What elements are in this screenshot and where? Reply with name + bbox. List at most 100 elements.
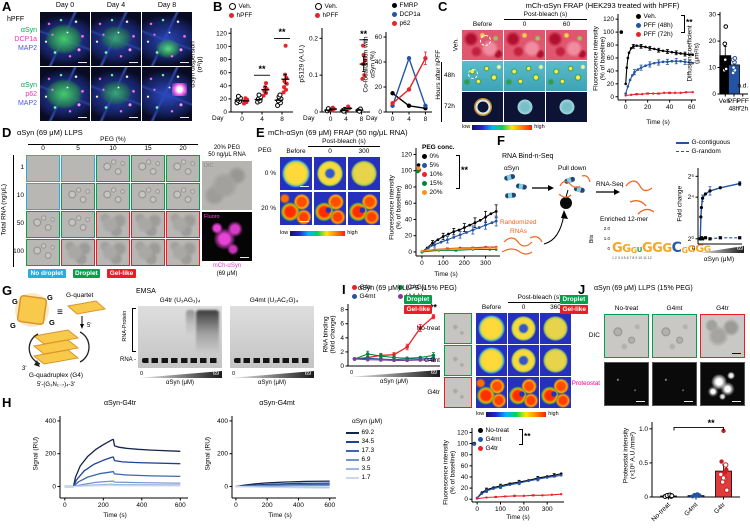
spr-g4tr-title: αSyn-G4tr (103, 400, 137, 407)
sig-bracket (519, 429, 523, 445)
col-no-treat: No-treat (614, 305, 639, 312)
svg-text:400: 400 (217, 418, 228, 425)
peg-0: 0 (41, 145, 45, 152)
panel-e-title: mCh-αSyn (69 μM) FRAP (50 ng/μL RNA) (268, 128, 408, 137)
right-cond-2: 50 ng/μL RNA (208, 152, 246, 158)
g-quadruplex-diagram: G G G G ≡ G-quartet 5' 3' (10, 292, 107, 372)
scale-bar (240, 256, 249, 258)
diffusion-ylabel: Diffusion coefficient (μm²/s) (686, 25, 701, 82)
day4-header: Day 4 (106, 2, 126, 9)
frap-no-treat-0s (508, 313, 539, 344)
scale-bar (300, 185, 309, 187)
svg-text:2: 2 (340, 349, 344, 356)
colorbar-high: high (548, 411, 559, 417)
peg-15: 15 (144, 145, 152, 152)
panel-j-title: αSyn (69 μM) LLPS (15% PEG) (594, 285, 693, 292)
spr-legend-title: αSyn (μM) (352, 418, 383, 425)
frap-g4mt-0s (508, 345, 539, 376)
dose-0: 0 (350, 370, 354, 376)
svg-text:200: 200 (262, 502, 273, 509)
llps-cell-none (26, 183, 60, 210)
col-before: Before (481, 304, 502, 311)
map2-label: MAP2 (17, 44, 37, 52)
dic-no-treat (604, 314, 649, 358)
peg-axis-line (28, 144, 198, 145)
spr-ylabel-2: Signal (RU) (204, 436, 212, 471)
proteostat-g4tr (700, 362, 745, 406)
legend-item: hPFF (315, 11, 338, 20)
micrograph-day0-dcp1a (40, 12, 90, 66)
time-xlabel: Time (s) (646, 119, 670, 126)
g-letter: G (47, 293, 53, 302)
dose-69: 69 (305, 371, 312, 377)
legend-item: G4mt (478, 435, 509, 444)
frap-image-72h-before (462, 92, 503, 122)
peg-10: 10 (109, 145, 117, 152)
frap-peg-chart: 0 20 40 60 80 100 120 0 100 200 300 (401, 148, 500, 267)
svg-text:20: 20 (405, 233, 413, 240)
legend-item: 20% (422, 188, 443, 197)
svg-text:8: 8 (360, 116, 364, 123)
svg-text:200: 200 (98, 502, 109, 509)
proteostat-bar-chart: 0 0.5 1.0 No-treat G4mt G4tr ** (639, 418, 740, 523)
asyn-label: αSyn (20, 27, 37, 34)
logo-letter: G (687, 244, 696, 255)
frap-image-48h-60s (546, 61, 587, 91)
g4-formula: 5'-(G₃N₁₋₇)₄-3' (36, 382, 76, 388)
arrowhead-icon (80, 324, 84, 329)
col-g4mt: G4mt (666, 305, 683, 312)
gel-like-chip: Gel-like (560, 305, 589, 314)
rna-100: 100 (13, 248, 24, 255)
stain-labels-row2: αSyn p62 MAP2 (0, 82, 37, 108)
svg-text:120: 120 (603, 16, 614, 23)
svg-text:0.5: 0.5 (639, 460, 648, 467)
col-before: Before (286, 148, 306, 155)
frap-ylabel: Fluorescence intensity (% of baseline) (592, 26, 607, 91)
panel-c-title: mCh-αSyn FRAP (HEK293 treated with hPFF) (525, 1, 680, 10)
time-xlabel: Time (s) (268, 512, 292, 519)
llps-cell-drop (166, 183, 200, 210)
frap-image-48h-0s (504, 61, 545, 91)
panel-label-C: C (438, 0, 448, 14)
gel-like-chip: Gel-like (404, 305, 433, 314)
panel-i-title: αSyn (69 μM) LLPS (15% PEG) (358, 285, 457, 292)
svg-text:4: 4 (340, 335, 344, 342)
frap-g4tr-0s (508, 377, 539, 408)
asyn-label: αSyn (504, 165, 519, 172)
logo-letter: G (652, 240, 663, 256)
logo-letter: G (622, 242, 631, 256)
llps-cell-drop (96, 155, 130, 182)
p62-label: p62 (25, 90, 37, 98)
svg-text:0: 0 (52, 484, 56, 491)
asyn-xlabel: αSyn (μM) (166, 380, 194, 386)
colorbar-gradient (290, 230, 346, 236)
svg-text:60: 60 (607, 55, 615, 62)
svg-text:0: 0 (420, 260, 424, 267)
peg-5: 5 (76, 145, 80, 152)
frap-20pct-300s (348, 192, 380, 225)
frap-image-veh-before (462, 30, 503, 60)
rnaseq-label: RNA-Seq (596, 181, 624, 188)
frap-g4mt-before (476, 345, 507, 376)
g-letter: G (10, 321, 16, 330)
bleach-roi (480, 35, 491, 46)
svg-text:60: 60 (220, 70, 228, 77)
enriched-12mer-title: Enriched 12-mer (600, 216, 649, 223)
hours-bracket (441, 62, 442, 122)
rna-binding-ylabel: RNA binding (fold change) (322, 315, 337, 354)
legend-item: 3.5 (346, 464, 374, 473)
svg-text:n.d.: n.d. (737, 82, 748, 89)
randomized-label-1: Randomized (500, 219, 537, 226)
svg-text:**: ** (430, 302, 438, 312)
svg-text:200: 200 (45, 451, 56, 458)
svg-text:100: 100 (216, 43, 227, 50)
legend-item: 10% (422, 170, 443, 179)
llps-cell-none (26, 155, 60, 182)
day8-header: Day 8 (157, 2, 177, 9)
colocalization-legend: FMRP DCP1a p62 (392, 1, 420, 28)
svg-text:40: 40 (405, 216, 413, 223)
legend-item: 0% (422, 152, 443, 161)
